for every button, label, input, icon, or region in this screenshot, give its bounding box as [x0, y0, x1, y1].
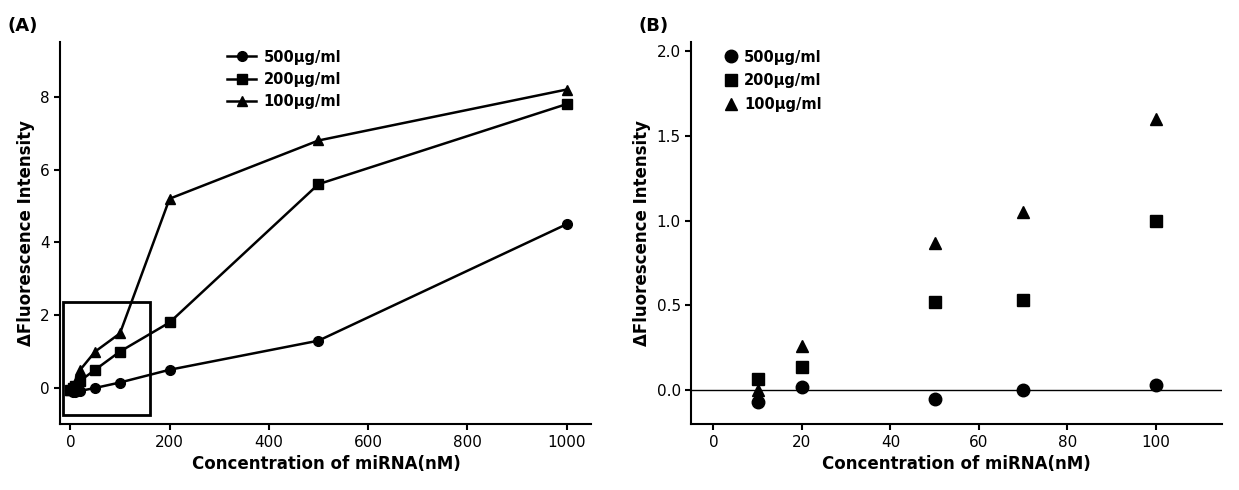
100μg/ml	[750, 388, 764, 393]
500μg/ml	[63, 387, 78, 392]
X-axis label: Concentration of miRNA(nM): Concentration of miRNA(nM)	[823, 455, 1092, 473]
200μg/ml	[927, 299, 942, 305]
500μg/ml	[794, 384, 809, 390]
500μg/ml	[73, 388, 88, 394]
100μg/ml	[63, 387, 78, 392]
Line: 500μg/ml: 500μg/ml	[66, 220, 571, 396]
100μg/ml	[66, 383, 81, 389]
Legend: 500μg/ml, 200μg/ml, 100μg/ml: 500μg/ml, 200μg/ml, 100μg/ml	[725, 49, 821, 112]
100μg/ml	[1016, 209, 1031, 215]
Line: 200μg/ml: 200μg/ml	[751, 214, 1162, 385]
100μg/ml	[794, 343, 809, 349]
200μg/ml	[68, 383, 83, 389]
200μg/ml	[750, 375, 764, 381]
100μg/ml	[311, 138, 326, 144]
200μg/ml	[1149, 218, 1163, 223]
200μg/ml	[113, 348, 128, 354]
Line: 500μg/ml: 500μg/ml	[751, 379, 1162, 409]
100μg/ml	[73, 367, 88, 373]
500μg/ml	[927, 396, 942, 402]
Text: (B): (B)	[638, 17, 668, 35]
100μg/ml	[1149, 116, 1163, 122]
Line: 100μg/ml: 100μg/ml	[751, 112, 1162, 396]
Line: 200μg/ml: 200μg/ml	[66, 99, 571, 394]
500μg/ml	[1016, 388, 1031, 393]
Text: (A): (A)	[7, 17, 37, 35]
500μg/ml	[113, 380, 128, 386]
200μg/ml	[559, 101, 574, 107]
Legend: 500μg/ml, 200μg/ml, 100μg/ml: 500μg/ml, 200μg/ml, 100μg/ml	[227, 49, 341, 109]
500μg/ml	[750, 399, 764, 405]
100μg/ml	[68, 380, 83, 386]
200μg/ml	[311, 181, 326, 187]
Line: 100μg/ml: 100μg/ml	[66, 85, 571, 394]
500μg/ml	[311, 338, 326, 343]
500μg/ml	[66, 389, 81, 394]
500μg/ml	[68, 389, 83, 394]
100μg/ml	[559, 87, 574, 93]
200μg/ml	[73, 378, 88, 384]
X-axis label: Concentration of miRNA(nM): Concentration of miRNA(nM)	[192, 455, 461, 473]
500μg/ml	[1149, 382, 1163, 388]
200μg/ml	[63, 387, 78, 392]
Y-axis label: ΔFluorescence Intensity: ΔFluorescence Intensity	[16, 120, 35, 346]
200μg/ml	[88, 367, 103, 373]
Y-axis label: ΔFluorescence Intensity: ΔFluorescence Intensity	[633, 120, 652, 346]
500μg/ml	[88, 385, 103, 391]
100μg/ml	[162, 196, 177, 202]
100μg/ml	[927, 240, 942, 245]
100μg/ml	[113, 330, 128, 336]
200μg/ml	[162, 319, 177, 325]
500μg/ml	[559, 221, 574, 227]
500μg/ml	[162, 367, 177, 373]
200μg/ml	[794, 364, 809, 369]
Bar	[63, 302, 150, 415]
200μg/ml	[1016, 297, 1031, 303]
200μg/ml	[66, 385, 81, 391]
100μg/ml	[88, 348, 103, 354]
